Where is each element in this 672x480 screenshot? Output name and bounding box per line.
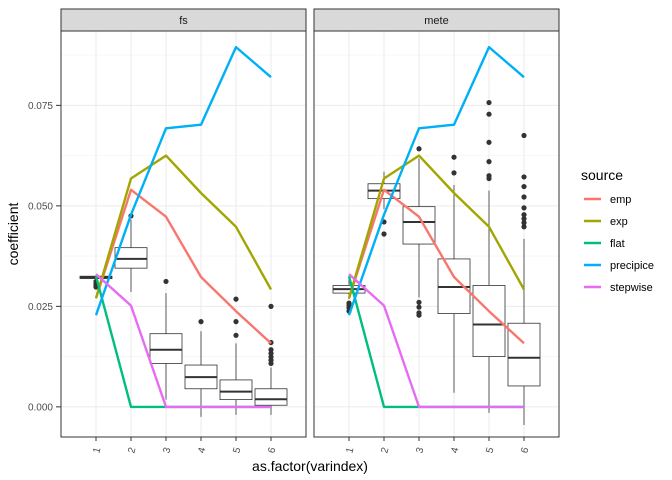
- facet-strip-label: fs: [179, 15, 188, 27]
- x-tick-label: 2: [379, 446, 391, 455]
- y-axis-title: coefficient: [5, 202, 21, 265]
- box-outlier-point: [451, 154, 457, 160]
- legend-title: source: [581, 167, 623, 183]
- panel-border: [60, 30, 307, 438]
- x-tick-label: 6: [519, 446, 531, 455]
- x-axis-title: as.factor(varindex): [252, 458, 368, 474]
- box-iqr: [254, 388, 288, 406]
- box-outlier-point: [521, 183, 527, 190]
- boxplot-6: [254, 303, 288, 415]
- box-outlier-point: [268, 347, 274, 353]
- box-outlier-point: [163, 278, 169, 285]
- boxplot-3: [149, 278, 183, 400]
- x-tick-label: 6: [266, 446, 278, 455]
- box-outlier-point: [486, 111, 492, 117]
- box-iqr: [219, 379, 253, 401]
- box-outlier-point: [486, 173, 492, 179]
- series-line-emp: [94, 188, 272, 345]
- boxplot-5: [219, 296, 253, 415]
- legend-label: flat: [610, 238, 625, 250]
- box-outlier-point: [233, 332, 239, 338]
- box-outlier-point: [521, 205, 527, 211]
- box-outlier-point: [416, 299, 422, 305]
- boxplot-4: [184, 319, 218, 417]
- x-tick-label: 3: [161, 446, 173, 455]
- x-tick-label: 5: [231, 446, 243, 455]
- box-outlier-point: [486, 99, 492, 106]
- boxplot-3: [402, 146, 436, 318]
- series-line-exp: [347, 154, 526, 299]
- box-outlier-point: [346, 300, 352, 306]
- panel-background: [61, 31, 306, 437]
- box-outlier-point: [268, 350, 274, 356]
- series-line-precipice: [94, 45, 272, 316]
- panel-border: [313, 30, 560, 438]
- box-outlier-point: [451, 170, 457, 176]
- legend: source emp exp flat precipice stepwise: [581, 167, 654, 298]
- box-outlier-point: [486, 159, 492, 165]
- y-tick-label: 0.000: [28, 402, 53, 413]
- legend-label: exp: [610, 216, 628, 228]
- box-outlier-point: [233, 296, 239, 302]
- box-iqr: [402, 206, 436, 245]
- legend-label: stepwise: [610, 282, 653, 294]
- legend-label: emp: [610, 194, 631, 206]
- box-iqr: [114, 247, 148, 269]
- box-outlier-point: [521, 174, 527, 180]
- box-outlier-point: [521, 224, 527, 230]
- box-outlier-point: [521, 220, 527, 226]
- x-tick-label: 1: [91, 446, 103, 455]
- y-tick-label: 0.025: [28, 302, 53, 313]
- box-outlier-point: [521, 194, 527, 200]
- x-tick-label: 4: [449, 446, 461, 455]
- legend-label: precipice: [610, 260, 654, 272]
- series-line-precipice: [347, 45, 525, 316]
- x-tick-label: 3: [414, 446, 426, 455]
- box-outlier-point: [268, 303, 274, 309]
- box-outlier-point: [416, 304, 422, 310]
- panel-fs: fs 1 2 3 4 5 6: [60, 8, 307, 455]
- panel-mete: mete 1 2 3 4 5 6: [313, 8, 560, 455]
- box-iqr: [149, 333, 183, 364]
- facet-strip-label: mete: [424, 15, 448, 27]
- x-tick-label: 2: [126, 446, 138, 455]
- box-outlier-point: [486, 139, 492, 145]
- box-outlier-point: [416, 310, 422, 316]
- x-tick-label: 4: [196, 446, 208, 455]
- series-line-emp: [347, 188, 525, 345]
- box-outlier-point: [521, 212, 527, 218]
- box-outlier-point: [521, 132, 527, 139]
- box-outlier-point: [198, 319, 204, 325]
- box-outlier-point: [521, 216, 527, 222]
- box-outlier-point: [416, 146, 422, 152]
- y-tick-label: 0.075: [28, 101, 53, 112]
- series-line-stepwise: [348, 273, 524, 409]
- x-tick-label: 1: [344, 446, 356, 455]
- box-outlier-point: [268, 354, 274, 360]
- x-tick-label: 5: [484, 446, 496, 455]
- series-line-stepwise: [95, 273, 271, 409]
- y-tick-label: 0.050: [28, 201, 53, 212]
- boxplot-2: [114, 213, 148, 292]
- box-outlier-point: [381, 231, 387, 237]
- series-line-exp: [94, 154, 273, 299]
- box-outlier-point: [233, 319, 239, 325]
